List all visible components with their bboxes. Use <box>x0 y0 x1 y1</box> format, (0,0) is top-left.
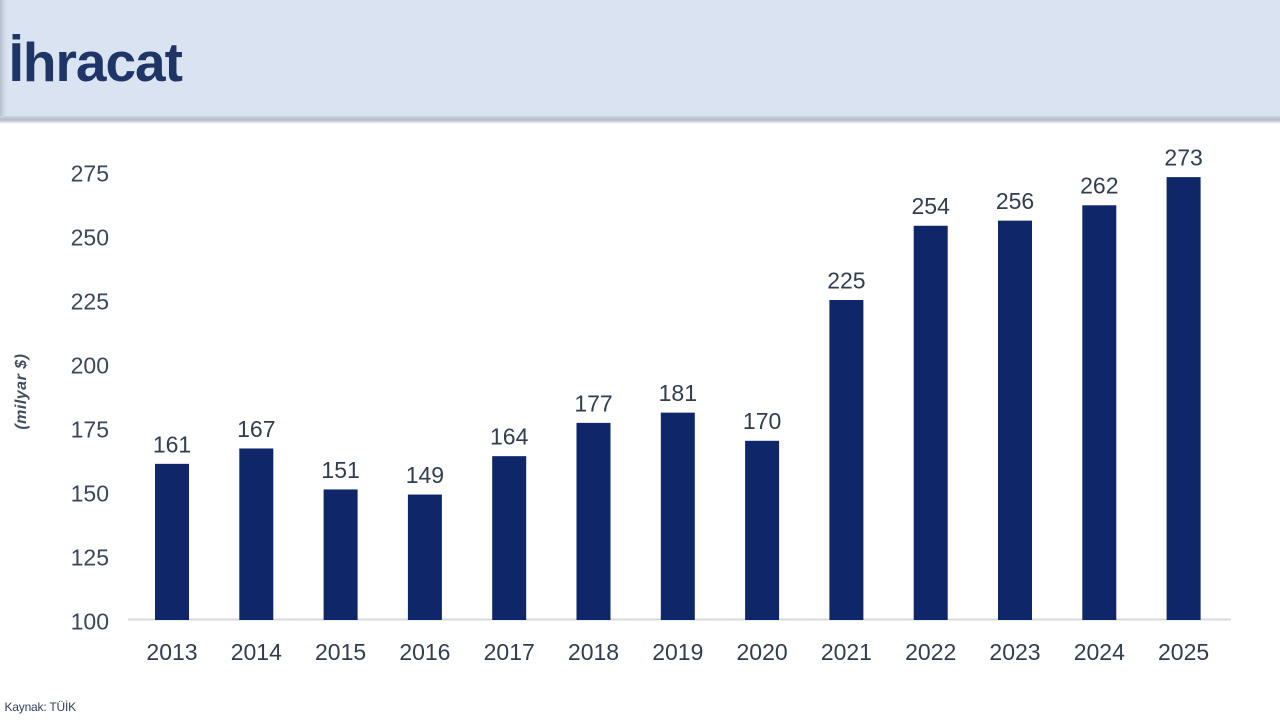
svg-text:150: 150 <box>71 480 109 506</box>
svg-text:250: 250 <box>71 224 109 250</box>
svg-text:2018: 2018 <box>568 639 619 665</box>
svg-text:170: 170 <box>743 408 781 434</box>
svg-text:177: 177 <box>574 390 612 416</box>
svg-text:2021: 2021 <box>821 639 872 665</box>
svg-text:2024: 2024 <box>1074 639 1125 665</box>
svg-text:2013: 2013 <box>146 639 197 665</box>
svg-text:2016: 2016 <box>399 639 450 665</box>
svg-text:151: 151 <box>321 457 359 483</box>
svg-text:(milyar $): (milyar $) <box>13 354 30 430</box>
svg-text:254: 254 <box>912 193 951 219</box>
svg-text:167: 167 <box>237 416 275 442</box>
svg-text:273: 273 <box>1164 145 1202 171</box>
svg-text:2020: 2020 <box>737 639 788 665</box>
svg-text:175: 175 <box>71 416 109 442</box>
svg-text:İhracat: İhracat <box>9 31 183 93</box>
svg-text:200: 200 <box>71 352 109 378</box>
svg-text:100: 100 <box>71 608 109 634</box>
svg-text:2014: 2014 <box>231 639 282 665</box>
svg-text:262: 262 <box>1080 173 1118 199</box>
svg-text:225: 225 <box>71 288 109 314</box>
svg-text:164: 164 <box>490 424 529 450</box>
svg-text:275: 275 <box>71 160 109 186</box>
svg-text:225: 225 <box>827 267 865 293</box>
svg-text:2025: 2025 <box>1158 639 1209 665</box>
svg-text:Kaynak: TÜİK: Kaynak: TÜİK <box>5 700 77 714</box>
svg-text:2017: 2017 <box>484 639 535 665</box>
svg-text:2015: 2015 <box>315 639 366 665</box>
svg-text:2019: 2019 <box>652 639 703 665</box>
svg-text:125: 125 <box>71 544 109 570</box>
svg-text:2022: 2022 <box>905 639 956 665</box>
svg-text:161: 161 <box>153 431 191 457</box>
svg-text:149: 149 <box>406 462 444 488</box>
svg-text:256: 256 <box>996 188 1034 214</box>
svg-text:2023: 2023 <box>989 639 1040 665</box>
svg-text:181: 181 <box>659 380 697 406</box>
